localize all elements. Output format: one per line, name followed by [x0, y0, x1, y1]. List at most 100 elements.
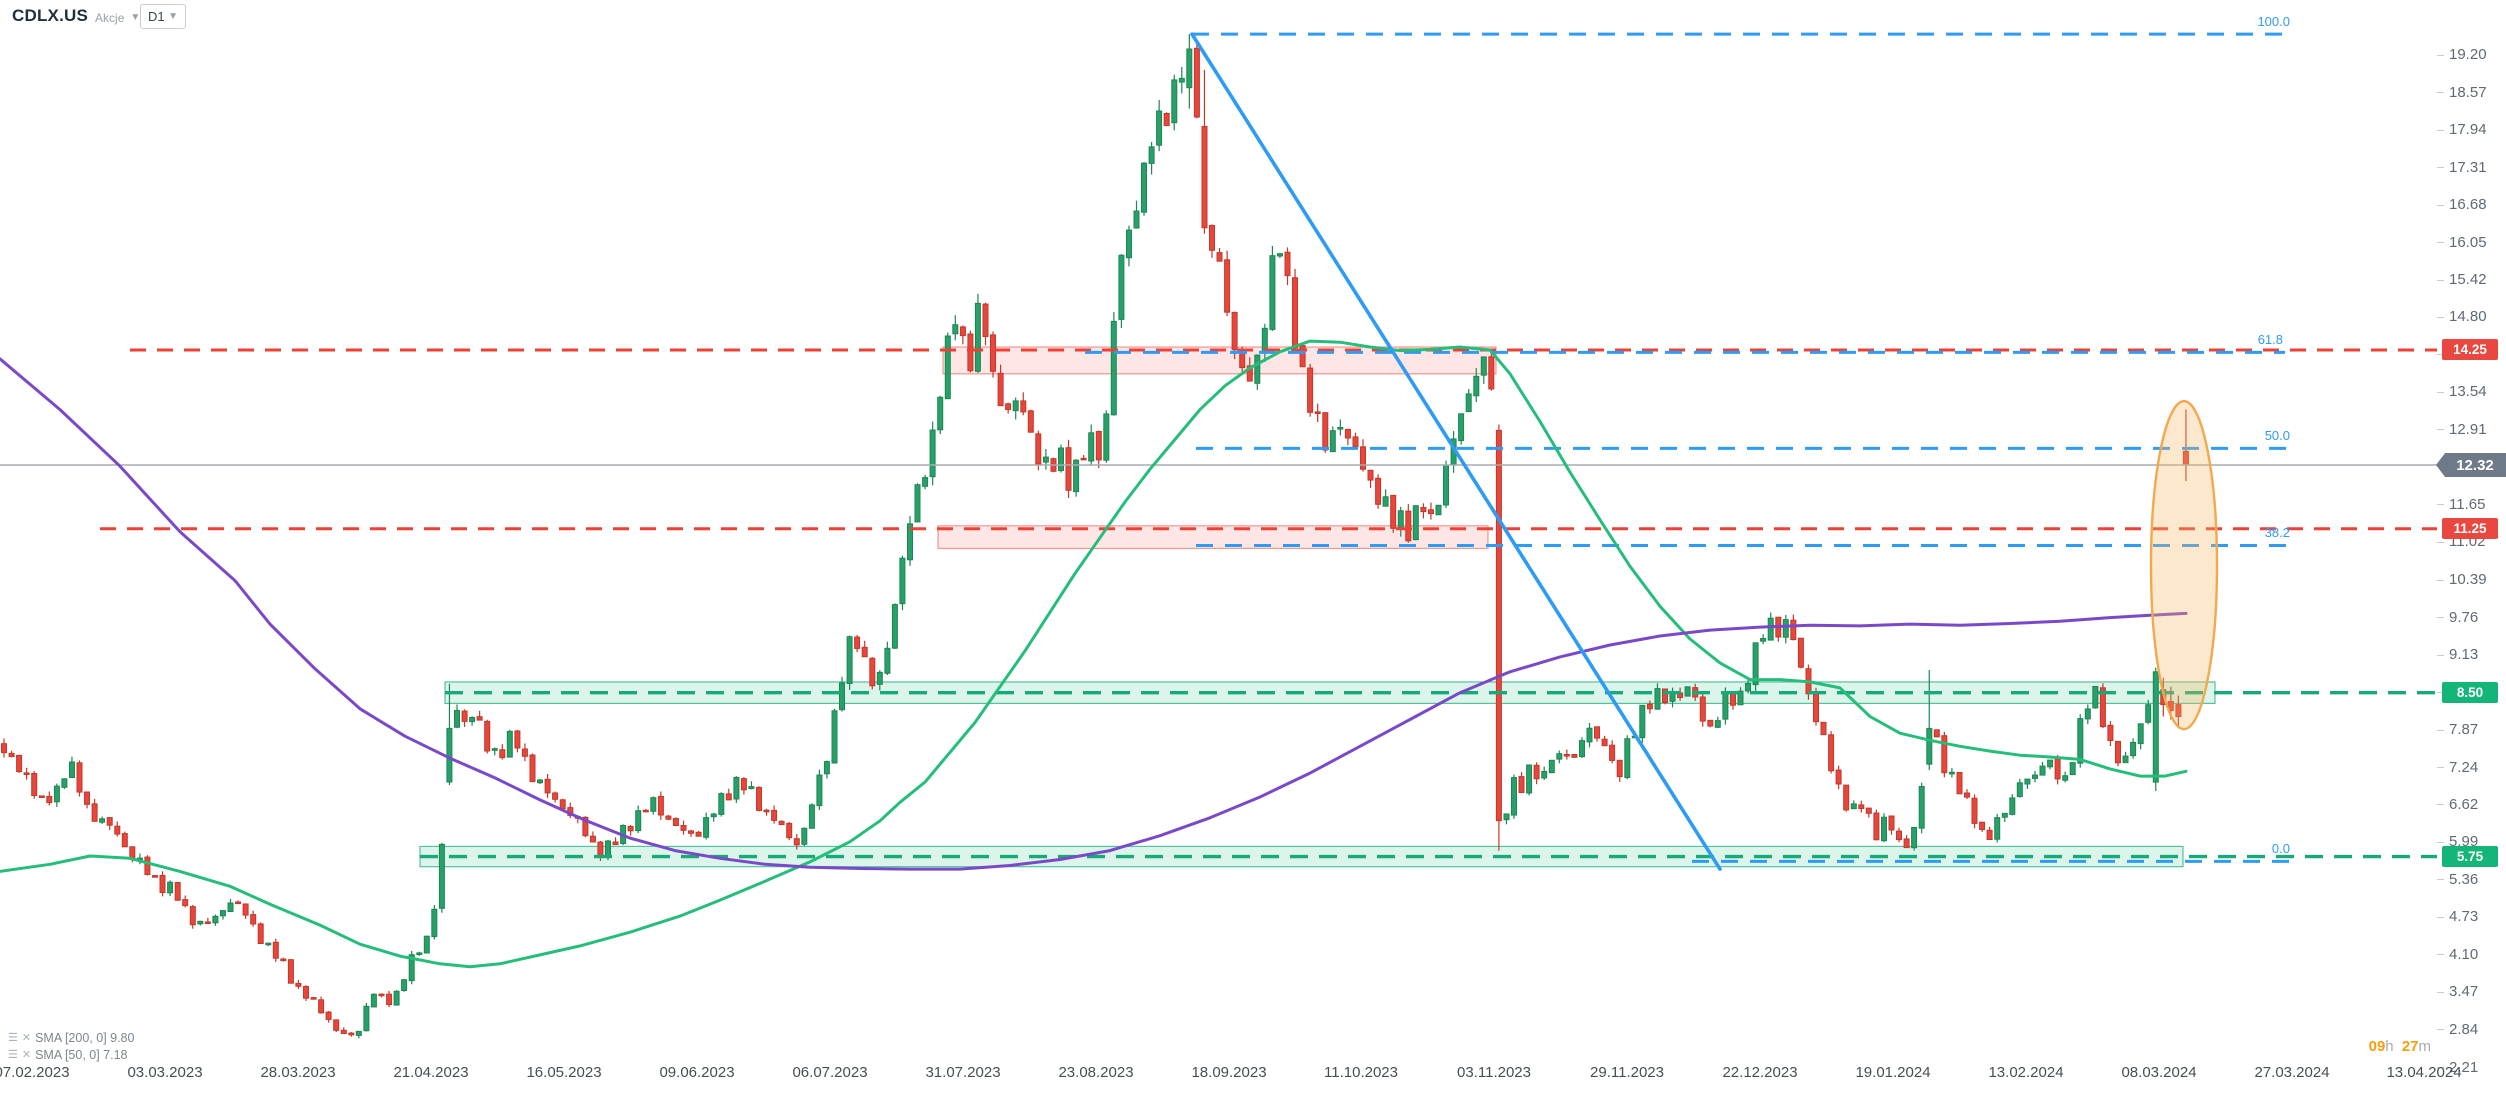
candle: [1126, 229, 1132, 259]
price-axis-label: 16.68: [2449, 196, 2487, 214]
symbol-name: CDLX.US: [12, 6, 89, 25]
candle: [174, 882, 181, 901]
candle: [1820, 721, 1827, 736]
candle: [348, 1032, 355, 1036]
candle: [182, 899, 189, 907]
downtrend-trendline[interactable]: [1190, 32, 1722, 871]
candle: [76, 762, 83, 793]
price-tick: [2437, 804, 2444, 806]
candle: [1095, 431, 1102, 461]
instrument-type-label: Akcje: [95, 10, 125, 25]
price-tick: [2437, 204, 2444, 206]
candle: [1171, 79, 1178, 124]
symbol-header[interactable]: CDLX.US Akcje ▼: [12, 6, 140, 26]
candle: [235, 901, 241, 905]
candle: [2009, 797, 2016, 815]
candle: [1329, 430, 1336, 453]
candle: [1035, 433, 1042, 465]
timeframe-value: D1: [148, 9, 165, 24]
candle: [1284, 251, 1291, 277]
candle: [793, 838, 800, 846]
candle: [1571, 754, 1578, 758]
candle: [2047, 759, 2054, 768]
candle: [990, 334, 996, 372]
candle: [1360, 446, 1366, 470]
candle: [929, 429, 936, 478]
candle: [38, 795, 45, 799]
candle: [1699, 696, 1706, 722]
candle: [2122, 755, 2129, 764]
date-axis-label: 21.04.2023: [393, 1064, 469, 1081]
price-tick: [2437, 879, 2444, 881]
candle: [899, 557, 906, 605]
chevron-down-icon[interactable]: ▼: [130, 12, 141, 23]
candle: [2137, 723, 2144, 745]
candle: [1828, 734, 1835, 772]
candle: [1428, 509, 1434, 514]
highlight-ellipse[interactable]: [2149, 399, 2219, 731]
sma50-line[interactable]: [0, 339, 2188, 969]
candle: [2054, 758, 2061, 780]
candle: [370, 993, 377, 1008]
candle: [1646, 703, 1653, 710]
candle: [1518, 776, 1525, 793]
candle: [2152, 671, 2159, 783]
close-icon[interactable]: ✕: [21, 1032, 32, 1044]
price-axis-label: 9.13: [2449, 646, 2479, 664]
candle: [2016, 782, 2023, 798]
price-axis-label: 16.05: [2449, 233, 2487, 251]
candle: [944, 335, 951, 400]
candle: [816, 774, 823, 807]
candle: [1292, 277, 1298, 349]
timeframe-dropdown[interactable]: D1 ▼: [140, 4, 186, 29]
candle: [1926, 727, 1933, 765]
candle: [401, 979, 408, 992]
candle: [219, 910, 226, 917]
candle: [506, 730, 513, 758]
candle: [1193, 47, 1200, 118]
candle: [1971, 797, 1978, 824]
candle: [1254, 354, 1261, 384]
price-tick: [2437, 354, 2444, 356]
candle: [740, 778, 747, 791]
support-price-tag: 5.75: [2442, 846, 2498, 868]
candle: [2175, 704, 2182, 717]
candle: [1586, 727, 1593, 743]
candle: [1390, 494, 1397, 529]
price-tick: [2437, 1067, 2444, 1068]
date-axis-label: 22.12.2023: [1722, 1064, 1798, 1081]
close-icon[interactable]: ✕: [21, 1049, 32, 1061]
candle: [1141, 162, 1147, 213]
candle: [1163, 113, 1170, 127]
price-axis-label: 17.31: [2449, 158, 2487, 176]
candle: [710, 813, 717, 818]
candle: [1503, 813, 1510, 821]
price-axis-label: 4.73: [2449, 908, 2479, 926]
support-price-tag: 8.50: [2442, 682, 2498, 704]
price-tick: [2437, 916, 2444, 918]
candle: [1058, 447, 1064, 472]
settings-icon[interactable]: ☰: [8, 1032, 18, 1044]
candle: [99, 818, 106, 823]
candle: [2115, 740, 2121, 764]
date-axis-label: 16.05.2023: [526, 1064, 602, 1081]
candle: [1579, 740, 1585, 758]
price-tick: [2437, 92, 2444, 94]
fib-level-label: 38.2: [2264, 525, 2290, 541]
candle: [605, 840, 611, 857]
candle: [2130, 741, 2137, 757]
date-axis-label: 03.03.2023: [127, 1064, 203, 1081]
candle: [318, 999, 325, 1014]
settings-icon[interactable]: ☰: [8, 1049, 18, 1061]
date-axis-label: 07.02.2023: [0, 1064, 70, 1081]
candle: [2069, 762, 2076, 776]
candle: [922, 477, 929, 487]
price-axis-label: 12.91: [2449, 420, 2487, 438]
sma200-line[interactable]: [0, 357, 2188, 871]
resistance-zone[interactable]: [937, 525, 1489, 550]
date-axis-label: 19.01.2024: [1855, 1064, 1931, 1081]
candle: [1639, 704, 1646, 739]
candle: [1080, 457, 1087, 461]
candle: [2032, 774, 2038, 779]
